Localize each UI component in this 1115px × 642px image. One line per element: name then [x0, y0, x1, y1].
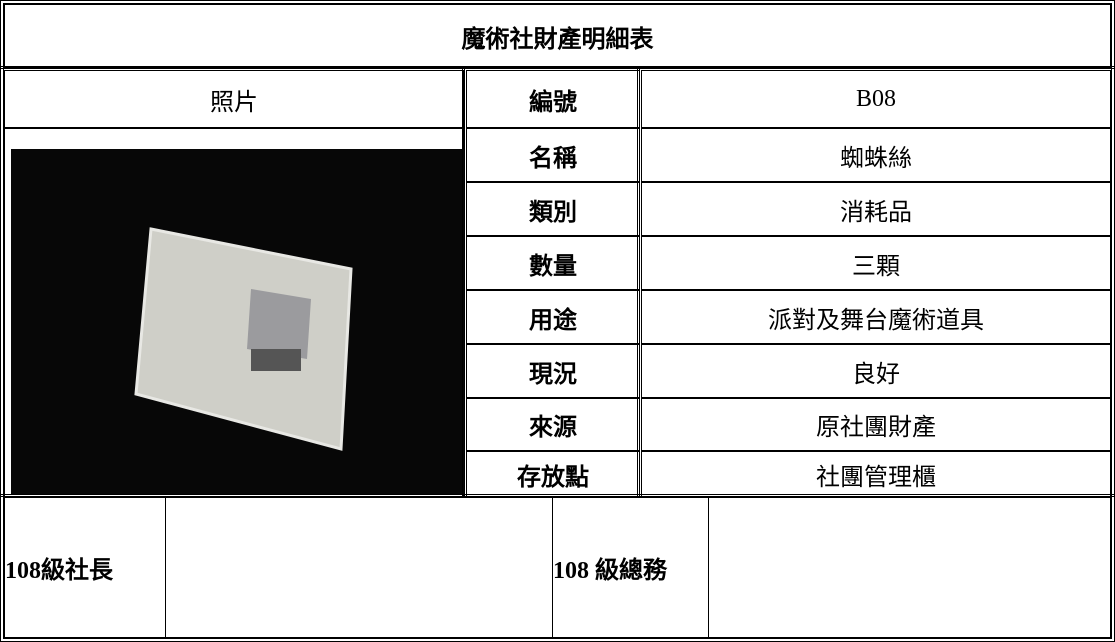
title: 魔術社財產明細表 — [4, 4, 1111, 68]
field-value: 原社團財產 — [641, 398, 1111, 451]
field-value: 三顆 — [641, 236, 1111, 290]
field-value: 派對及舞台魔術道具 — [641, 290, 1111, 344]
photo-cell — [4, 128, 465, 497]
signature-label: 108 級總務 — [552, 497, 709, 638]
field-value: 良好 — [641, 344, 1111, 398]
signature-box — [708, 497, 1111, 638]
field-value: B08 — [641, 70, 1111, 128]
field-label: 存放點 — [466, 451, 640, 497]
photo — [11, 149, 465, 494]
field-label: 用途 — [466, 290, 640, 344]
field-label: 名稱 — [466, 128, 640, 182]
field-label: 數量 — [466, 236, 640, 290]
field-value: 蜘蛛絲 — [641, 128, 1111, 182]
package-label — [251, 349, 301, 371]
field-label: 來源 — [466, 398, 640, 451]
field-label: 類別 — [466, 182, 640, 236]
photo-label: 照片 — [4, 70, 464, 128]
package — [134, 227, 353, 451]
field-label: 編號 — [466, 70, 640, 128]
field-value: 消耗品 — [641, 182, 1111, 236]
field-value: 社團管理櫃 — [641, 451, 1111, 497]
field-label: 現況 — [466, 344, 640, 398]
package-item — [247, 289, 311, 359]
signature-label: 108級社長 — [4, 497, 166, 638]
signature-box — [165, 497, 553, 638]
